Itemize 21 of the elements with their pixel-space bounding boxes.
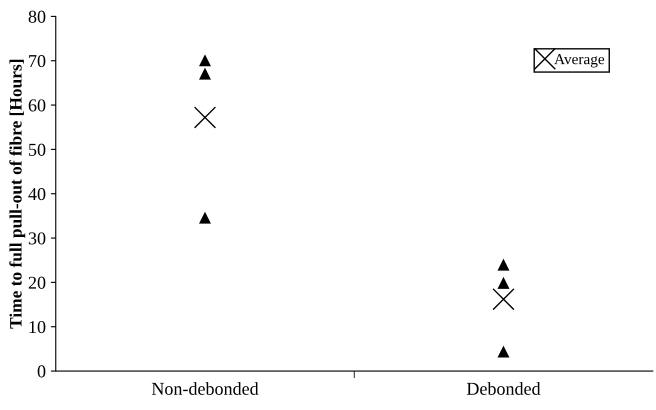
point	[492, 288, 515, 310]
point	[498, 346, 510, 358]
y-tick-label: 60	[28, 99, 46, 112]
point	[498, 260, 510, 271]
legend-label: Average	[554, 54, 604, 68]
x-tick-label: Non-debonded	[152, 382, 258, 395]
x-tick-label: Debonded	[466, 382, 540, 395]
point	[199, 212, 211, 224]
y-tick-label: 30	[28, 232, 46, 244]
y-tick-label: 0	[38, 365, 46, 378]
y-axis-title: Time to full pull-out of fibre [Hours]	[9, 60, 26, 329]
point	[194, 106, 216, 129]
y-tick-label: 70	[29, 54, 46, 68]
point	[498, 278, 510, 289]
y-tick-label: 50	[29, 144, 46, 156]
y-tick-label: 10	[30, 320, 46, 334]
y-tick-label: 40	[28, 188, 46, 200]
point	[199, 55, 211, 66]
point	[199, 68, 211, 80]
y-tick-label: 80	[28, 10, 46, 23]
y-tick-label: 20	[28, 276, 46, 289]
